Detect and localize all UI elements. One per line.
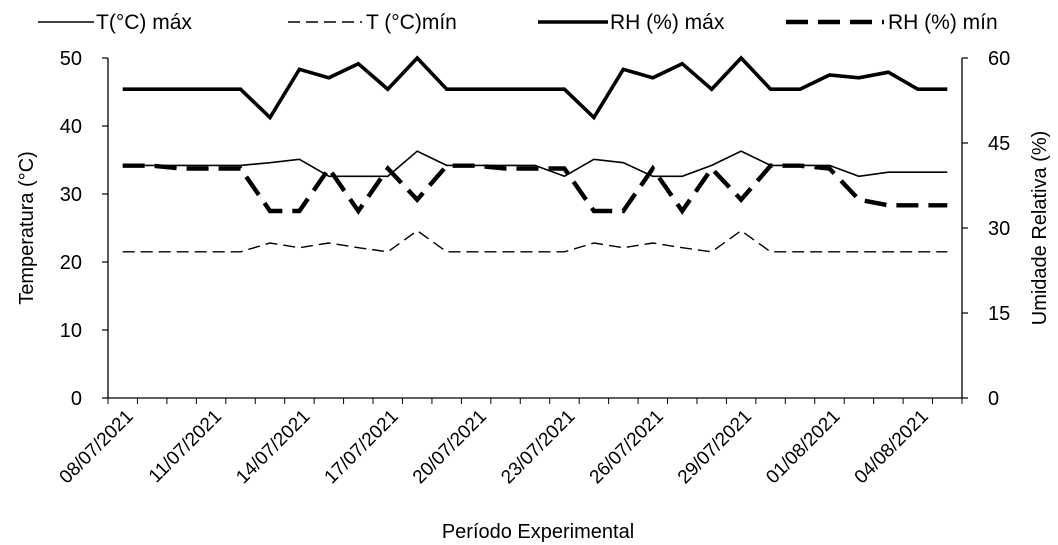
y-tick-label-right: 60 [988,48,1010,70]
y-axis-title-left: Temperatura (°C) [16,151,38,305]
legend-label-1: T(°C) máx [96,11,192,34]
y-tick-label-left: 30 [60,184,82,206]
y-tick-label-left: 10 [60,320,82,342]
y-tick-label-right: 45 [988,133,1010,155]
x-tick-label: 20/07/2021 [409,406,491,488]
axes-layer: 0 10 20 30 40 50 0 15 30 45 60 08/07/2021 11/07/2021… [56,48,1011,488]
x-tick-label: 04/08/2021 [851,406,933,488]
x-tick-label: 26/07/2021 [586,406,668,488]
x-tick-label: 08/07/2021 [56,406,138,488]
y-axis-title-right: Umidade Relativa (%) [1029,131,1051,326]
x-axis-title: Período Experimental [442,521,634,543]
x-tick-label: 01/08/2021 [762,406,844,488]
y-tick-label-left: 50 [60,48,82,70]
series-layer [122,55,948,253]
x-tick-label: 29/07/2021 [674,406,756,488]
y-tick-label-right: 0 [988,388,999,410]
y-tick-label-left: 0 [71,388,82,410]
series-line-4 [122,163,948,215]
legend-label-2: T (°C)mín [366,11,457,34]
series-line-1 [122,150,948,178]
x-tick-label: 17/07/2021 [321,406,403,488]
y-tick-label-left: 20 [60,252,82,274]
legend: T(°C) máx T (°C)mín RH (%) máx RH (%) mín [38,11,998,34]
y-tick-label-right: 15 [988,303,1010,325]
series-line-2 [122,229,948,253]
y-tick-label-left: 40 [60,116,82,138]
y-tick-label-right: 30 [988,218,1010,240]
x-tick-label: 23/07/2021 [497,406,579,488]
legend-label-3: RH (%) máx [610,11,725,34]
x-tick-label: 11/07/2021 [145,406,226,487]
x-tick-label: 14/07/2021 [232,406,314,488]
series-line-3 [122,55,948,121]
legend-label-4: RH (%) mín [888,11,998,34]
